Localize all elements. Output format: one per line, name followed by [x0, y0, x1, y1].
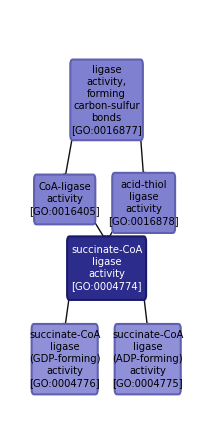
FancyBboxPatch shape — [70, 59, 143, 140]
Text: ligase
activity,
forming
carbon-sulfur
bonds
[GO:0016877]: ligase activity, forming carbon-sulfur b… — [71, 65, 142, 135]
Text: succinate-CoA
ligase
(ADP-forming)
activity
[GO:0004775]: succinate-CoA ligase (ADP-forming) activ… — [112, 330, 183, 388]
FancyBboxPatch shape — [115, 324, 181, 394]
Text: succinate-CoA
ligase
(GDP-forming)
activity
[GO:0004776]: succinate-CoA ligase (GDP-forming) activ… — [29, 330, 100, 388]
FancyBboxPatch shape — [112, 173, 175, 233]
FancyBboxPatch shape — [32, 324, 98, 394]
Text: succinate-CoA
ligase
activity
[GO:0004774]: succinate-CoA ligase activity [GO:000477… — [71, 245, 142, 291]
Text: CoA-ligase
activity
[GO:0016405]: CoA-ligase activity [GO:0016405] — [29, 182, 100, 216]
FancyBboxPatch shape — [34, 174, 95, 224]
FancyBboxPatch shape — [67, 236, 146, 300]
Text: acid-thiol
ligase
activity
[GO:0016878]: acid-thiol ligase activity [GO:0016878] — [108, 180, 179, 226]
